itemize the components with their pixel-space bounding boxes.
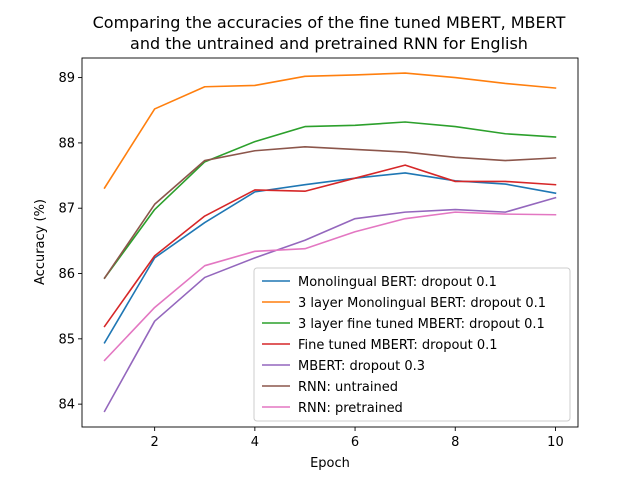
y-tick-label: 86 [58,267,75,282]
y-axis-ticks: 84 85 86 87 88 89 [58,71,82,413]
y-axis-label: Accuracy (%) [33,199,48,285]
chart-title-line-1: Comparing the accuracies of the fine tun… [93,13,566,32]
legend-box [253,267,571,422]
legend: Monolingual BERT: dropout 0.1 3 layer Mon… [253,267,571,422]
y-tick-label: 85 [58,332,75,347]
legend-label-7: RNN: pretrained [298,401,403,416]
x-tick-label: 4 [251,435,259,450]
y-tick-label: 84 [58,398,75,413]
legend-label-5: MBERT: dropout 0.3 [298,359,425,374]
x-tick-label: 8 [451,435,459,450]
legend-label-6: RNN: untrained [298,380,398,395]
x-tick-label: 2 [151,435,159,450]
x-axis-label: Epoch [310,456,350,471]
series-line-3 [103,121,557,280]
legend-label-3: 3 layer fine tuned MBERT: dropout 0.1 [298,317,545,332]
plot-frame [81,57,579,428]
x-tick-label: 6 [351,435,359,450]
legend-items: Monolingual BERT: dropout 0.1 3 layer Mon… [262,275,546,416]
series-line-5 [103,196,557,413]
series-line-1 [103,172,557,344]
y-tick-label: 88 [58,136,75,151]
series-line-4 [103,164,557,328]
plot-lines [103,72,557,413]
y-tick-label: 87 [58,202,75,217]
series-line-2 [103,72,557,190]
legend-label-1: Monolingual BERT: dropout 0.1 [298,275,497,290]
series-line-7 [103,211,557,362]
x-axis-ticks: 2 4 6 8 10 [151,427,564,450]
series-line-6 [103,146,557,280]
legend-label-4: Fine tuned MBERT: dropout 0.1 [298,338,498,353]
x-tick-label: 10 [547,435,564,450]
y-tick-label: 89 [58,71,75,86]
chart-title-line-2: and the untrained and pretrained RNN for… [130,34,528,53]
legend-label-2: 3 layer Monolingual BERT: dropout 0.1 [298,296,546,311]
